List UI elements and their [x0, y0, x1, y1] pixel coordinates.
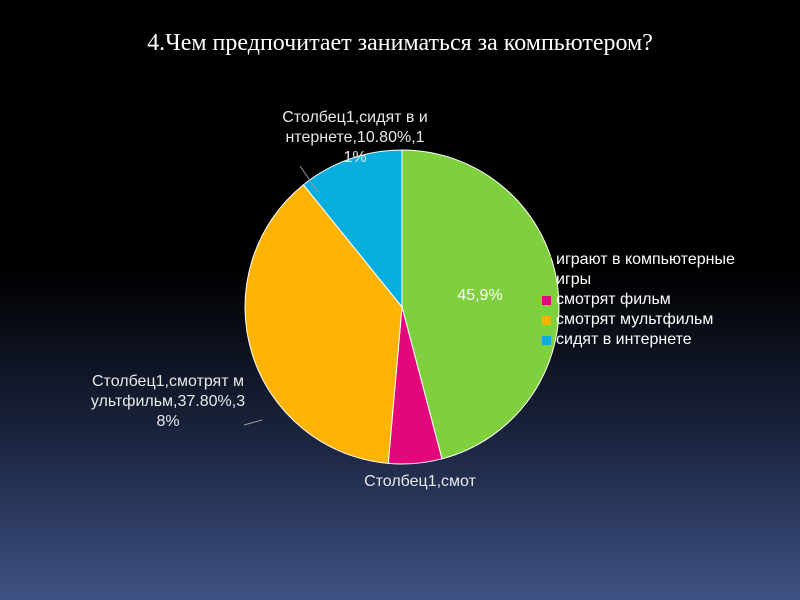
legend-label: смотрят фильм [556, 291, 671, 308]
leader-line [243, 419, 263, 426]
pie-slice [401, 149, 560, 460]
data-label: Столбец1,смотрят мультфильм,37.80%,38% [90, 373, 246, 430]
chart-title: 4.Чем предпочитает заниматься за компьют… [147, 30, 653, 56]
legend-label: сидят в интернете [556, 331, 692, 348]
legend-swatch [542, 316, 551, 325]
data-label: 45,9% [457, 287, 503, 304]
data-label: Столбец1,сидят в интернете,10.80%,11% [282, 109, 428, 166]
data-label: Столбец1,смот [364, 473, 476, 490]
legend-label: смотрят мультфильм [556, 311, 714, 328]
legend-item: смотрят фильм [542, 290, 772, 310]
pie-slice [302, 149, 403, 309]
legend-item: смотрят мультфильм [542, 310, 772, 330]
legend-swatch [542, 336, 551, 345]
legend-swatch [542, 256, 551, 265]
legend-label: играют в компьютерные игры [556, 251, 735, 288]
pie [244, 149, 560, 465]
pie-slice [244, 184, 403, 464]
legend-swatch [542, 296, 551, 305]
legend-item: сидят в интернете [542, 330, 772, 350]
leader-line [299, 165, 319, 193]
legend: играют в компьютерные игры смотрят фильм с… [542, 250, 772, 350]
legend-item: играют в компьютерные игры [542, 250, 772, 290]
